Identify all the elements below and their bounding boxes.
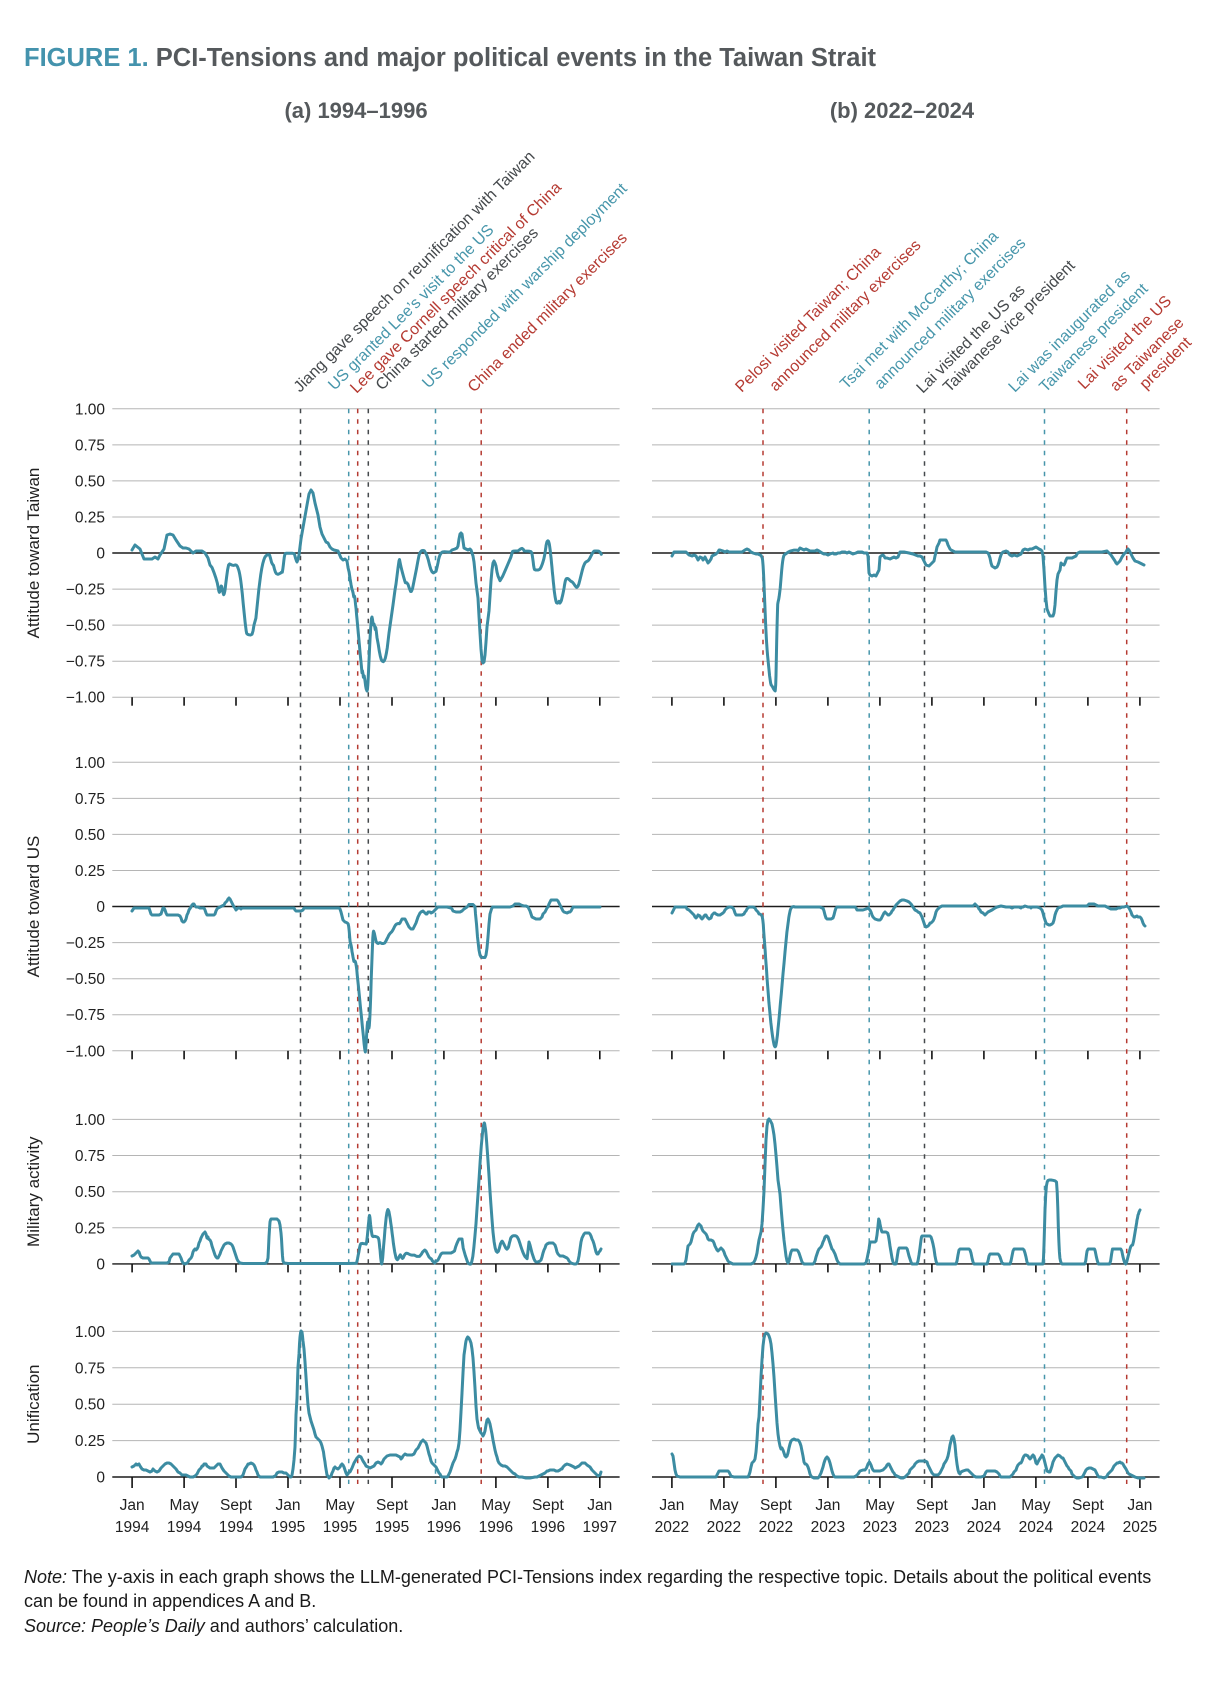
svg-text:1996: 1996 <box>531 1519 565 1536</box>
svg-text:2022: 2022 <box>759 1519 793 1536</box>
svg-text:0.50: 0.50 <box>75 1397 106 1414</box>
svg-text:Jan: Jan <box>815 1497 840 1514</box>
svg-text:0.50: 0.50 <box>75 473 106 490</box>
svg-text:Military activity: Military activity <box>24 1136 43 1247</box>
svg-text:0.25: 0.25 <box>75 1433 105 1450</box>
svg-text:−0.50: −0.50 <box>66 618 106 635</box>
svg-text:1994: 1994 <box>167 1519 202 1536</box>
svg-text:2023: 2023 <box>811 1519 845 1536</box>
svg-text:2025: 2025 <box>1123 1519 1157 1536</box>
svg-text:1.00: 1.00 <box>75 1324 106 1341</box>
svg-text:0.75: 0.75 <box>75 1148 105 1165</box>
svg-text:Sept: Sept <box>916 1497 949 1514</box>
svg-text:Attitude toward US: Attitude toward US <box>24 836 43 978</box>
svg-text:2023: 2023 <box>863 1519 897 1536</box>
svg-text:May: May <box>865 1497 895 1514</box>
svg-text:0.25: 0.25 <box>75 510 105 527</box>
svg-text:Jan: Jan <box>587 1497 612 1514</box>
svg-text:May: May <box>169 1497 199 1514</box>
svg-text:1996: 1996 <box>427 1519 461 1536</box>
svg-text:Sept: Sept <box>376 1497 409 1514</box>
svg-text:0: 0 <box>96 1470 105 1487</box>
svg-text:2024: 2024 <box>1019 1519 1054 1536</box>
svg-text:May: May <box>1021 1497 1051 1514</box>
svg-text:Jan: Jan <box>276 1497 301 1514</box>
svg-text:May: May <box>325 1497 355 1514</box>
svg-text:1994: 1994 <box>219 1519 254 1536</box>
svg-text:−0.25: −0.25 <box>66 582 105 599</box>
svg-text:−1.00: −1.00 <box>66 690 106 707</box>
svg-text:−1.00: −1.00 <box>66 1043 106 1060</box>
svg-text:Sept: Sept <box>532 1497 565 1514</box>
svg-text:2022: 2022 <box>707 1519 741 1536</box>
svg-text:1995: 1995 <box>323 1519 357 1536</box>
svg-text:Attitude toward Taiwan: Attitude toward Taiwan <box>24 468 43 639</box>
svg-text:−0.75: −0.75 <box>66 1007 105 1024</box>
svg-text:May: May <box>481 1497 511 1514</box>
svg-text:Unification: Unification <box>24 1365 43 1444</box>
svg-text:1996: 1996 <box>479 1519 513 1536</box>
svg-text:Jan: Jan <box>120 1497 145 1514</box>
svg-text:0: 0 <box>96 546 105 563</box>
svg-text:FIGURE 1. PCI-Tensions and maj: FIGURE 1. PCI-Tensions and major politic… <box>24 44 877 72</box>
svg-text:Jan: Jan <box>971 1497 996 1514</box>
svg-text:1995: 1995 <box>271 1519 305 1536</box>
svg-text:−0.75: −0.75 <box>66 654 105 671</box>
svg-text:2024: 2024 <box>967 1519 1002 1536</box>
svg-text:May: May <box>709 1497 739 1514</box>
svg-text:0: 0 <box>96 899 105 916</box>
svg-text:−0.25: −0.25 <box>66 935 105 952</box>
svg-text:0.25: 0.25 <box>75 1220 105 1237</box>
svg-text:Jan: Jan <box>659 1497 684 1514</box>
svg-text:2023: 2023 <box>915 1519 949 1536</box>
svg-text:Jan: Jan <box>431 1497 456 1514</box>
svg-text:1994: 1994 <box>115 1519 150 1536</box>
svg-text:1997: 1997 <box>583 1519 617 1536</box>
svg-text:0.75: 0.75 <box>75 437 105 454</box>
svg-text:0: 0 <box>96 1256 105 1273</box>
svg-text:0.75: 0.75 <box>75 1360 105 1377</box>
svg-text:Source: People’s Daily and aut: Source: People’s Daily and authors’ calc… <box>24 1616 403 1636</box>
svg-text:0.50: 0.50 <box>75 1184 106 1201</box>
svg-text:1.00: 1.00 <box>75 401 106 418</box>
svg-text:Sept: Sept <box>1072 1497 1105 1514</box>
svg-text:0.25: 0.25 <box>75 863 105 880</box>
svg-text:1.00: 1.00 <box>75 1112 106 1129</box>
svg-text:1.00: 1.00 <box>75 755 106 772</box>
svg-text:2022: 2022 <box>655 1519 689 1536</box>
svg-text:2024: 2024 <box>1071 1519 1106 1536</box>
svg-text:1995: 1995 <box>375 1519 409 1536</box>
svg-text:can be found in appendices A a: can be found in appendices A and B. <box>24 1591 316 1611</box>
svg-text:0.75: 0.75 <box>75 791 105 808</box>
svg-text:Note: The y-axis in each graph: Note: The y-axis in each graph shows the… <box>24 1567 1151 1587</box>
svg-text:(a) 1994–1996: (a) 1994–1996 <box>284 98 427 123</box>
svg-text:Sept: Sept <box>760 1497 793 1514</box>
svg-text:−0.50: −0.50 <box>66 971 106 988</box>
svg-text:Sept: Sept <box>220 1497 253 1514</box>
svg-text:(b) 2022–2024: (b) 2022–2024 <box>830 98 975 123</box>
svg-text:0.50: 0.50 <box>75 827 106 844</box>
svg-text:Jan: Jan <box>1127 1497 1152 1514</box>
